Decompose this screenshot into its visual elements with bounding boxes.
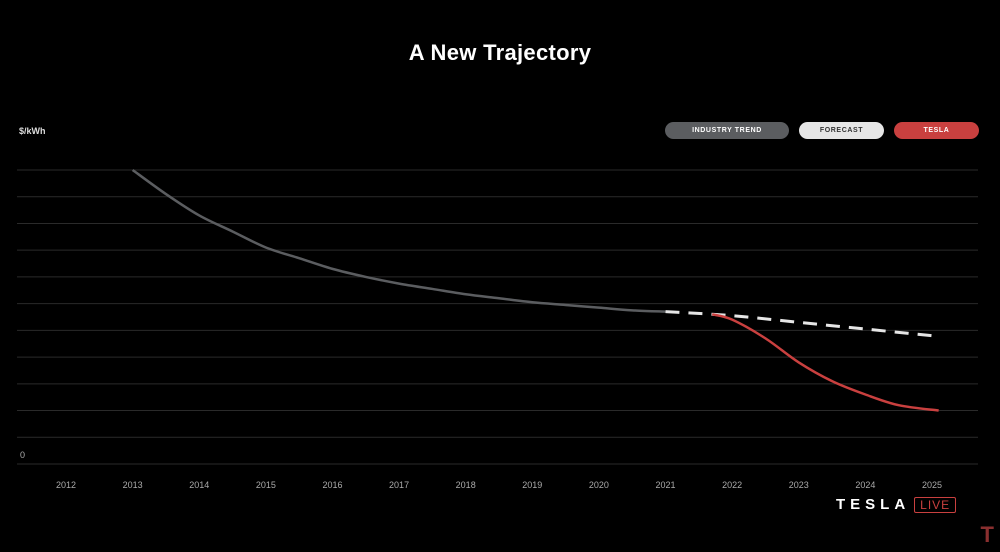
x-tick-label: 2019	[522, 480, 542, 490]
x-tick-label: 2015	[256, 480, 276, 490]
series-lines	[131, 168, 939, 412]
live-badge: LIVE	[914, 496, 957, 513]
x-tick-label: 2025	[922, 480, 942, 490]
series-line-forecast	[665, 310, 933, 338]
legend-industry-trend: INDUSTRY TREND	[665, 122, 789, 139]
x-tick-label: 2018	[456, 480, 476, 490]
tesla-t-icon: T	[980, 522, 994, 547]
y-tick-label: 0	[20, 450, 25, 460]
x-tick-label: 2024	[855, 480, 875, 490]
legend-forecast: FORECAST	[799, 122, 884, 139]
x-tick-label: 2021	[656, 480, 676, 490]
x-tick-label: 2023	[789, 480, 809, 490]
y-axis-label: $/kWh	[19, 126, 46, 136]
legend: INDUSTRY TREND FORECAST TESLA	[665, 122, 979, 139]
gridlines	[17, 169, 978, 465]
x-tick-label: 2013	[123, 480, 143, 490]
x-tick-label: 2016	[322, 480, 342, 490]
x-tick-label: 2020	[589, 480, 609, 490]
series-line-tesla	[711, 313, 939, 412]
x-tick-label: 2012	[56, 480, 76, 490]
x-tick-labels: 2012 2013 2014 2015 2016 2017 2018 2019 2020 2021…	[56, 480, 942, 490]
x-tick-label: 2022	[722, 480, 742, 490]
y-tick-labels: 0	[20, 450, 25, 460]
legend-tesla: TESLA	[894, 122, 979, 139]
tesla-live-logo: TESLA LIVE	[836, 496, 957, 513]
series-line-industry-trend	[131, 168, 666, 313]
x-tick-label: 2014	[189, 480, 209, 490]
x-tick-label: 2017	[389, 480, 409, 490]
brand-wordmark: TESLA	[836, 496, 911, 513]
chart-title: A New Trajectory	[408, 40, 592, 65]
